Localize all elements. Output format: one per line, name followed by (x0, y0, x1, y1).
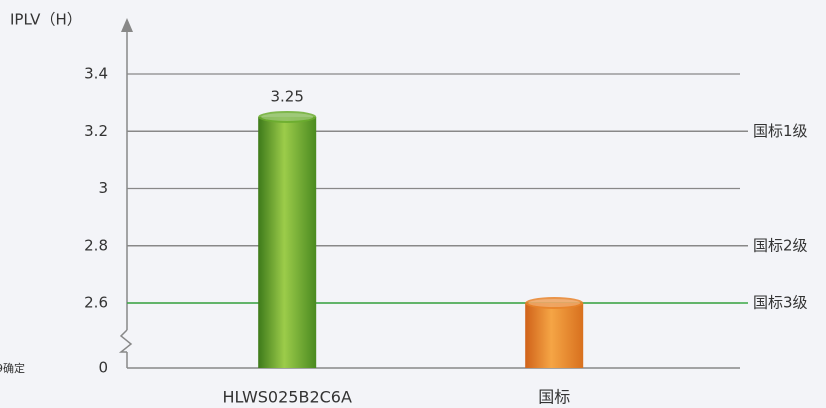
y-tick-label: 2.6 (84, 294, 108, 312)
y-axis-label: IPLV（H） (10, 11, 82, 29)
bar-top-highlight (528, 299, 581, 307)
y-tick-label: 0 (98, 359, 108, 377)
axis-break (118, 329, 133, 353)
y-tick-label: 3.4 (84, 65, 108, 83)
y-tick-label: 3 (98, 179, 108, 197)
bar-top (258, 110, 317, 123)
x-tick-label: HLWS025B2C6A (222, 388, 352, 407)
bar-top-highlight (261, 112, 314, 121)
annotation: 9确定 (0, 361, 25, 375)
reference-label: 国标2级 (753, 236, 808, 254)
bar (525, 303, 584, 368)
y-tick-label: 3.2 (84, 122, 108, 140)
value-label: 3.25 (270, 87, 303, 105)
bar (258, 116, 317, 368)
y-tick-label: 2.8 (84, 236, 108, 254)
reference-label: 国标1级 (753, 122, 808, 140)
x-tick-label: 国标 (538, 388, 570, 407)
bar-top (525, 297, 584, 309)
y-axis-arrow (121, 18, 133, 32)
reference-label: 国标3级 (753, 294, 808, 312)
